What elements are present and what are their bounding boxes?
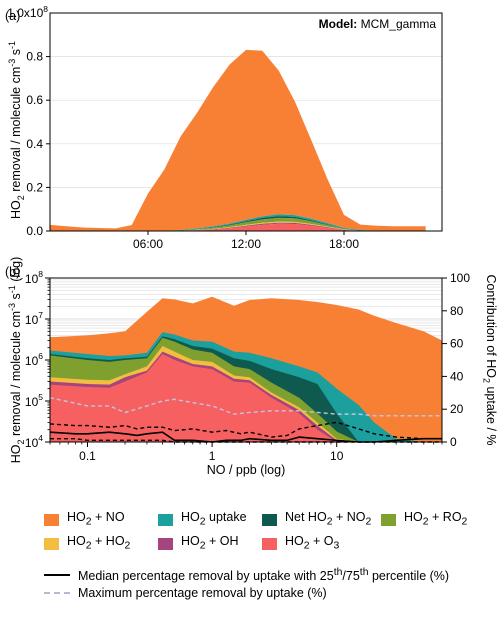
- legend-label: HO2 + OH: [181, 534, 239, 552]
- legend-label: HO2 uptake: [181, 510, 247, 528]
- x-tick-label: 06:00: [133, 237, 163, 251]
- line-series: [49, 397, 442, 417]
- y2-tick-label: 80: [450, 304, 464, 318]
- legend-label: HO2 + NO: [67, 510, 125, 528]
- panel-a: 0.0 0.2 0.4 0.6 0.8 1.0x108 06:00 12:00 18:00 (a)…: [5, 4, 443, 251]
- legend-swatch: [262, 537, 277, 550]
- legend-swatch: [44, 537, 59, 550]
- legend-swatch: [381, 513, 396, 526]
- panel-label-b: (b): [5, 265, 20, 279]
- y-tick-label: 105: [25, 392, 43, 409]
- legend-item: HO2 + HO2: [44, 534, 130, 554]
- x-tick-label: 12:00: [231, 237, 261, 251]
- y2-tick-label: 0: [450, 435, 457, 449]
- area-series: [50, 217, 426, 231]
- area-series: [50, 49, 426, 231]
- legend-label: HO2 + RO2: [404, 510, 468, 528]
- legend-line-item: Maximum percentage removal by uptake (%): [44, 586, 327, 600]
- y2-tick-label: 20: [450, 402, 464, 416]
- y-tick-label: 0.4: [26, 137, 43, 151]
- legend-item: HO2 + NO: [44, 510, 125, 530]
- x-tick-label: 10: [330, 449, 344, 463]
- area-series: [50, 354, 442, 442]
- y2-tick-label: 40: [450, 369, 464, 383]
- legend-label: HO2 + HO2: [67, 534, 131, 552]
- y-axis-label-b: HO2 removal / molecule cm-3 s-1 (log): [7, 257, 26, 464]
- legend-item: HO2 uptake: [158, 510, 247, 530]
- panel-label-a: (a): [5, 9, 20, 23]
- legend-item: HO2 + OH: [158, 534, 239, 554]
- legend-label: Maximum percentage removal by uptake (%): [78, 586, 327, 600]
- y-axis-label-a: HO2 removal / molecule cm-3 s-1​: [7, 41, 26, 219]
- x-tick-label: 0.1: [79, 449, 96, 463]
- legend-label: HO2 + O3: [285, 534, 340, 552]
- y2-tick-label: 60: [450, 337, 464, 351]
- model-annotation: Model: MCM_gamma: [319, 17, 437, 31]
- legend-swatch: [262, 513, 277, 526]
- area-series: [50, 222, 426, 231]
- legend-item: HO2 + RO2: [381, 510, 467, 530]
- line-series: [49, 421, 442, 440]
- legend-line-item: Median percentage removal by uptake with…: [44, 566, 449, 583]
- y-tick-label: 0.8: [26, 50, 43, 64]
- area-series: [50, 221, 426, 231]
- y-tick-label: 108: [25, 269, 43, 286]
- legend-swatch: [44, 513, 59, 526]
- y-tick-label: 107: [25, 310, 43, 327]
- legend-line-sample: [44, 592, 70, 594]
- legend-swatch: [158, 513, 173, 526]
- y-multiplier: 1.0x108: [7, 4, 48, 20]
- panel-b: 104 105 106 107 108 0 20 40 60 80 100 0.1 1 10 (b) NO /…: [5, 257, 498, 477]
- legend-swatch: [158, 537, 173, 550]
- y2-axis-label-b: Contribution of HO2 uptake / %: [481, 274, 498, 445]
- legend-label: Net HO2 + NO2: [285, 510, 372, 528]
- y-tick-label: 104: [25, 433, 43, 450]
- legend-line-sample: [44, 573, 70, 576]
- y-tick-label: 0.0: [26, 224, 43, 238]
- y-tick-label: 106: [25, 351, 43, 368]
- x-tick-label: 1: [209, 449, 216, 463]
- legend-item: Net HO2 + NO2: [262, 510, 371, 530]
- x-tick-label: 18:00: [329, 237, 359, 251]
- y-tick-label: 0.2: [26, 180, 43, 194]
- y-tick-label: 0.6: [26, 93, 43, 107]
- area-series: [50, 214, 426, 231]
- legend-label: Median percentage removal by uptake with…: [78, 567, 450, 584]
- legend-item: HO2 + O3: [262, 534, 339, 554]
- area-series: [50, 216, 426, 231]
- area-series: [50, 223, 426, 231]
- y2-tick-label: 100: [450, 271, 470, 285]
- x-axis-label-b: NO / ppb (log): [207, 463, 286, 477]
